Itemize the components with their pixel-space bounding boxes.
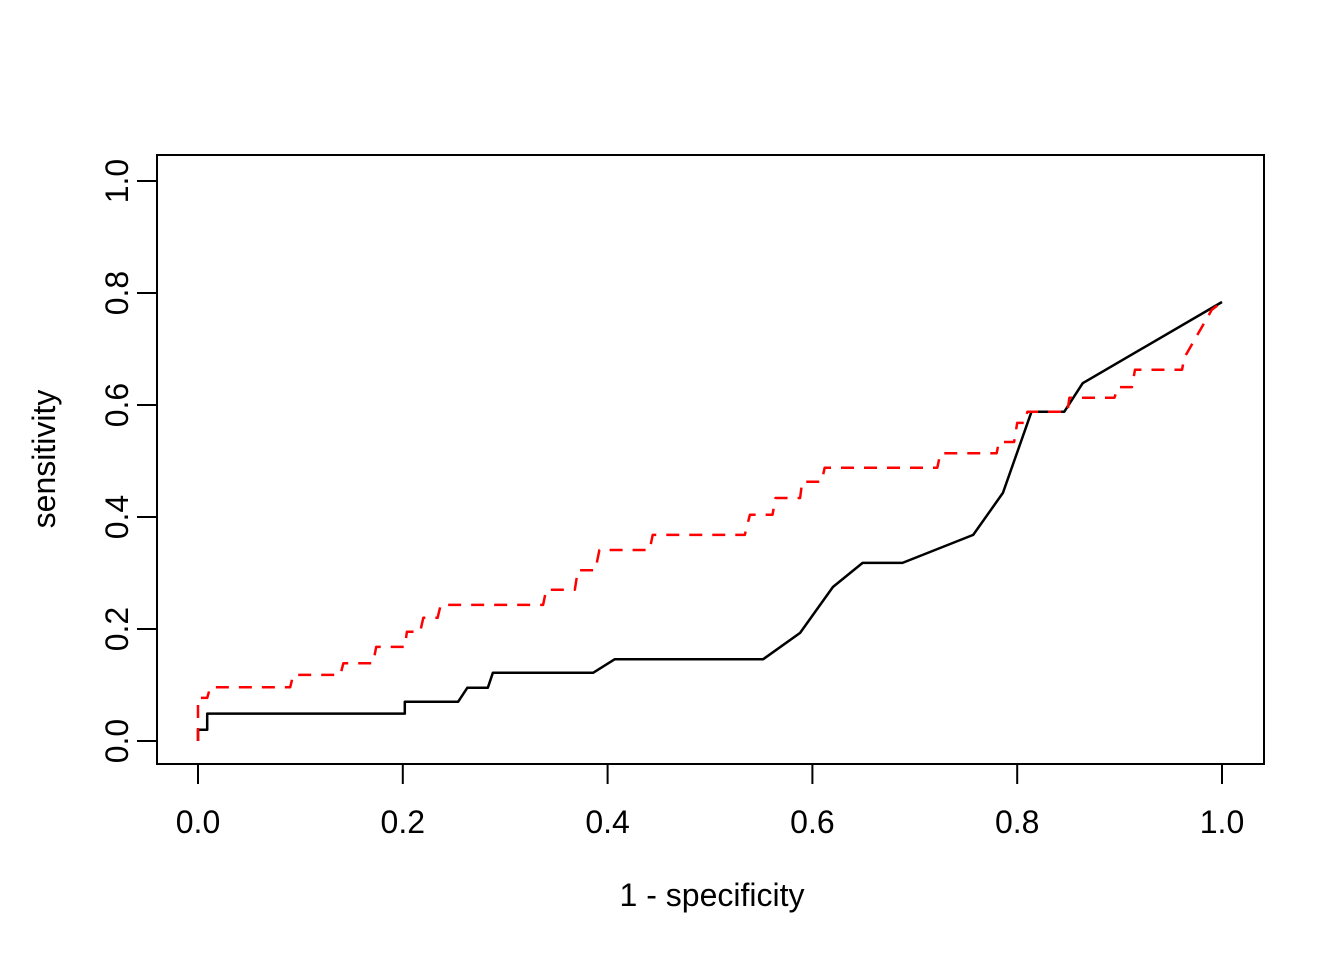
y-tick-label: 0.2 bbox=[99, 607, 135, 651]
plot-box bbox=[156, 154, 1265, 765]
y-tick-label: 0.8 bbox=[99, 271, 135, 315]
y-tick-label: 0.6 bbox=[99, 383, 135, 427]
x-tick-label: 0.8 bbox=[995, 804, 1039, 840]
y-axis-ticks: 0.0 0.2 0.4 0.6 0.8 1.0 bbox=[99, 159, 157, 763]
x-axis-ticks: 0.0 0.2 0.4 0.6 0.8 1.0 bbox=[176, 764, 1244, 840]
y-tick-label: 1.0 bbox=[99, 159, 135, 203]
x-axis-title: 1 - specificity bbox=[620, 877, 805, 913]
x-tick-label: 1.0 bbox=[1200, 804, 1244, 840]
roc-curve-black bbox=[196, 300, 1223, 741]
y-axis-title: sensitivity bbox=[26, 390, 62, 529]
y-tick-label: 0.0 bbox=[99, 719, 135, 763]
x-tick-label: 0.2 bbox=[381, 804, 425, 840]
x-tick-label: 0.4 bbox=[585, 804, 629, 840]
x-tick-label: 0.6 bbox=[790, 804, 834, 840]
x-tick-label: 0.0 bbox=[176, 804, 220, 840]
y-tick-label: 0.4 bbox=[99, 495, 135, 539]
roc-curves bbox=[196, 300, 1223, 741]
roc-curve-red bbox=[196, 301, 1223, 741]
